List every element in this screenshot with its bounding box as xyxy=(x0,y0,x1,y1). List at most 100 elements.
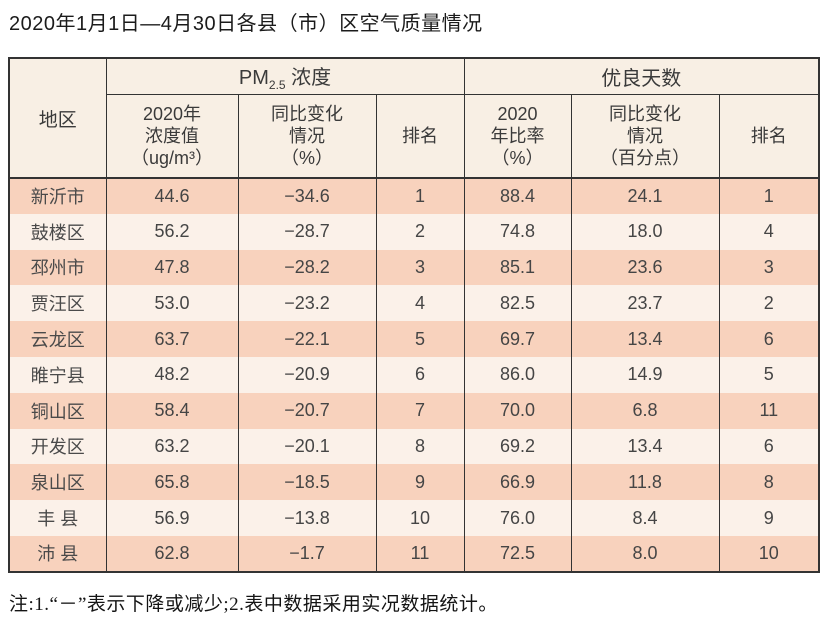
table-row: 贾汪区 53.0 −23.2 4 82.5 23.7 2 xyxy=(8,285,820,322)
days-change-cell: 6.8 xyxy=(570,392,720,429)
good-days-group-header: 优良天数 xyxy=(463,58,820,95)
page-title: 2020年1月1日—4月30日各县（市）区空气质量情况 xyxy=(9,13,483,35)
pm25-group-header: PM2.5 浓度 xyxy=(105,58,465,95)
region-cell: 泉山区 xyxy=(8,464,106,501)
pm25-label-prefix: PM xyxy=(238,66,269,89)
pm-change-cell: −20.7 xyxy=(237,392,376,429)
days-rank-cell: 10 xyxy=(718,535,820,572)
days-rank-cell: 3 xyxy=(718,249,820,286)
days-change-cell: 8.4 xyxy=(570,500,720,536)
days-change-cell: 13.4 xyxy=(570,428,720,465)
days-change-cell: 24.1 xyxy=(570,178,720,214)
table-row: 铜山区 58.4 −20.7 7 70.0 6.8 11 xyxy=(8,392,820,429)
pm-rank-cell: 7 xyxy=(375,392,465,429)
pm-rank-header: 排名 xyxy=(375,94,465,179)
table-footnote: 注:1.“－”表示下降或减少;2.表中数据采用实况数据统计。 xyxy=(9,593,498,615)
days-change-cell: 11.8 xyxy=(570,464,720,501)
region-cell: 开发区 xyxy=(8,428,106,465)
days-ratio-cell: 72.5 xyxy=(463,535,572,572)
pm-rank-cell: 11 xyxy=(375,535,465,572)
region-cell: 鼓楼区 xyxy=(8,213,106,250)
pm-value-cell: 47.8 xyxy=(105,249,238,286)
pm-change-cell: −20.9 xyxy=(237,356,376,393)
region-cell: 睢宁县 xyxy=(8,356,106,393)
air-quality-table: 地区 PM2.5 浓度 优良天数 2020年 浓度值 （ug/m³） 同比变化 … xyxy=(8,57,821,573)
pm-rank-cell: 5 xyxy=(375,321,465,357)
days-ratio-cell: 66.9 xyxy=(463,464,572,501)
pm-rank-cell: 10 xyxy=(375,500,465,536)
days-ratio-cell: 85.1 xyxy=(463,249,572,286)
days-ratio-cell: 69.2 xyxy=(463,428,572,465)
days-change-cell: 23.6 xyxy=(570,249,720,286)
region-column-header: 地区 xyxy=(8,58,106,179)
days-change-header: 同比变化 情况 （百分点） xyxy=(570,94,720,179)
pm-value-cell: 58.4 xyxy=(105,392,238,429)
days-rank-cell: 6 xyxy=(718,428,820,465)
days-rank-cell: 1 xyxy=(718,178,820,214)
table-row: 开发区 63.2 −20.1 8 69.2 13.4 6 xyxy=(8,428,820,465)
table-body: 新沂市 44.6 −34.6 1 88.4 24.1 1 鼓楼区 56.2 −2… xyxy=(8,178,820,572)
days-rank-cell: 8 xyxy=(718,464,820,501)
pm-value-cell: 53.0 xyxy=(105,285,238,322)
pm-rank-cell: 1 xyxy=(375,178,465,214)
pm-value-header: 2020年 浓度值 （ug/m³） xyxy=(105,94,238,179)
days-rank-cell: 9 xyxy=(718,500,820,536)
days-rank-header: 排名 xyxy=(718,94,820,179)
pm-rank-cell: 3 xyxy=(375,249,465,286)
table-row: 泉山区 65.8 −18.5 9 66.9 11.8 8 xyxy=(8,464,820,501)
days-change-cell: 13.4 xyxy=(570,321,720,357)
days-ratio-cell: 86.0 xyxy=(463,356,572,393)
pm-value-cell: 56.2 xyxy=(105,213,238,250)
pm-rank-cell: 9 xyxy=(375,464,465,501)
pm-value-cell: 56.9 xyxy=(105,500,238,536)
days-ratio-cell: 70.0 xyxy=(463,392,572,429)
days-change-cell: 18.0 xyxy=(570,213,720,250)
days-ratio-cell: 82.5 xyxy=(463,285,572,322)
days-ratio-cell: 74.8 xyxy=(463,213,572,250)
pm-change-cell: −1.7 xyxy=(237,535,376,572)
days-ratio-cell: 88.4 xyxy=(463,178,572,214)
table-row: 云龙区 63.7 −22.1 5 69.7 13.4 6 xyxy=(8,321,820,357)
pm-value-cell: 48.2 xyxy=(105,356,238,393)
pm-change-cell: −23.2 xyxy=(237,285,376,322)
region-cell: 沛 县 xyxy=(8,535,106,572)
pm-change-cell: −13.8 xyxy=(237,500,376,536)
pm-rank-cell: 2 xyxy=(375,213,465,250)
days-change-cell: 23.7 xyxy=(570,285,720,322)
pm-value-cell: 44.6 xyxy=(105,178,238,214)
region-cell: 邳州市 xyxy=(8,249,106,286)
pm-change-cell: −18.5 xyxy=(237,464,376,501)
pm-value-cell: 63.7 xyxy=(105,321,238,357)
days-ratio-cell: 76.0 xyxy=(463,500,572,536)
table-row: 邳州市 47.8 −28.2 3 85.1 23.6 3 xyxy=(8,249,820,286)
region-cell: 贾汪区 xyxy=(8,285,106,322)
pm-rank-cell: 8 xyxy=(375,428,465,465)
pm-change-cell: −28.2 xyxy=(237,249,376,286)
days-rank-cell: 6 xyxy=(718,321,820,357)
table-row: 鼓楼区 56.2 −28.7 2 74.8 18.0 4 xyxy=(8,213,820,250)
region-cell: 铜山区 xyxy=(8,392,106,429)
pm-change-cell: −34.6 xyxy=(237,178,376,214)
days-change-cell: 8.0 xyxy=(570,535,720,572)
days-rank-cell: 11 xyxy=(718,392,820,429)
table-header: 地区 PM2.5 浓度 优良天数 2020年 浓度值 （ug/m³） 同比变化 … xyxy=(8,58,820,179)
pm-rank-cell: 4 xyxy=(375,285,465,322)
days-ratio-cell: 69.7 xyxy=(463,321,572,357)
days-ratio-header: 2020 年比率 （%） xyxy=(463,94,572,179)
pm-value-cell: 65.8 xyxy=(105,464,238,501)
table-row: 沛 县 62.8 −1.7 11 72.5 8.0 10 xyxy=(8,535,820,572)
table-row: 睢宁县 48.2 −20.9 6 86.0 14.9 5 xyxy=(8,356,820,393)
table-row: 新沂市 44.6 −34.6 1 88.4 24.1 1 xyxy=(8,178,820,214)
pm-change-cell: −22.1 xyxy=(237,321,376,357)
table-row: 丰 县 56.9 −13.8 10 76.0 8.4 9 xyxy=(8,500,820,536)
pm25-label-suffix: 浓度 xyxy=(285,66,332,89)
pm-change-cell: −28.7 xyxy=(237,213,376,250)
pm-change-cell: −20.1 xyxy=(237,428,376,465)
pm-change-header: 同比变化 情况 （%） xyxy=(237,94,376,179)
sub-header-row: 2020年 浓度值 （ug/m³） 同比变化 情况 （%） 排名 2020 年比… xyxy=(9,94,820,179)
pm25-label-subscript: 2.5 xyxy=(268,77,286,92)
days-rank-cell: 2 xyxy=(718,285,820,322)
days-rank-cell: 4 xyxy=(718,213,820,250)
pm-rank-cell: 6 xyxy=(375,356,465,393)
region-cell: 丰 县 xyxy=(8,500,106,536)
